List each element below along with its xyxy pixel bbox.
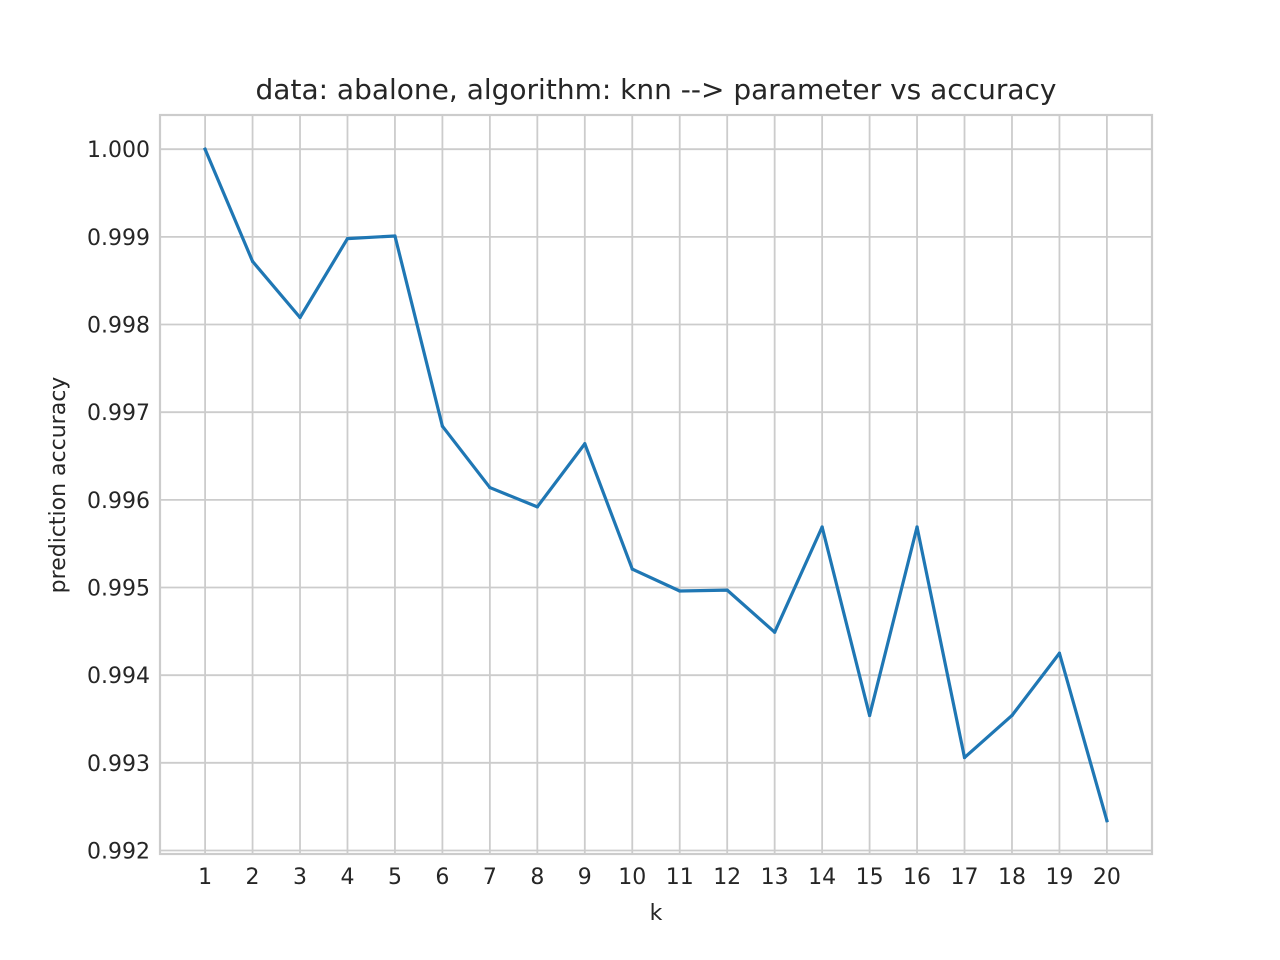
x-tick-label: 13	[761, 865, 789, 890]
y-tick-label: 0.993	[87, 752, 150, 777]
x-tick-label: 15	[856, 865, 884, 890]
data-point	[488, 485, 492, 490]
x-tick-label: 14	[808, 865, 836, 890]
data-point	[250, 259, 255, 263]
x-tick-label: 9	[578, 865, 592, 890]
data-point	[583, 442, 587, 446]
y-tick-labels: 0.992 0.993 0.994 0.995 0.996 0.997 0.998 0.999…	[87, 138, 150, 864]
data-point	[867, 713, 872, 718]
x-tick-label: 10	[618, 865, 646, 890]
x-tick-label: 8	[530, 865, 544, 890]
plot-frame	[158, 113, 1154, 856]
chart-title: data: abalone, algorithm: knn --> parame…	[256, 73, 1057, 106]
x-tick-label: 4	[340, 865, 354, 890]
x-tick-label: 2	[246, 865, 260, 890]
data-point	[1010, 713, 1014, 718]
y-tick-label: 0.992	[87, 839, 150, 864]
x-tick-label: 12	[713, 865, 741, 890]
data-point	[535, 505, 539, 509]
data-point	[915, 525, 919, 529]
x-tick-label: 6	[435, 865, 449, 890]
data-point	[773, 630, 777, 634]
data-point	[203, 147, 207, 151]
data-point	[678, 589, 682, 593]
y-tick-label: 0.998	[87, 314, 150, 339]
x-tick-label: 5	[388, 865, 402, 890]
y-tick-label: 0.994	[87, 664, 150, 689]
y-tick-label: 1.000	[87, 138, 150, 163]
x-tick-label: 7	[483, 865, 497, 890]
x-tick-label: 17	[951, 865, 979, 890]
data-point	[962, 755, 967, 760]
x-tick-label: 11	[666, 865, 694, 890]
x-axis-label: k	[650, 901, 663, 926]
y-tick-label: 0.999	[87, 226, 150, 251]
data-point	[440, 424, 445, 428]
data-point	[298, 315, 302, 320]
x-tick-label: 16	[903, 865, 931, 890]
y-tick-label: 0.995	[87, 577, 150, 602]
x-tick-label: 20	[1093, 865, 1121, 890]
grid	[160, 115, 1152, 854]
x-tick-label: 19	[1045, 865, 1073, 890]
y-axis-label: prediction accuracy	[46, 377, 71, 594]
x-tick-label: 3	[293, 865, 307, 890]
series-layer	[202, 147, 1109, 823]
data-point	[345, 237, 350, 241]
y-tick-label: 0.996	[87, 489, 150, 514]
data-point	[1105, 819, 1109, 823]
data-point	[1057, 651, 1062, 655]
data-point	[725, 588, 729, 592]
y-tick-label: 0.997	[87, 401, 150, 426]
x-tick-label: 1	[198, 865, 212, 890]
x-tick-label: 18	[998, 865, 1026, 890]
series-line	[202, 147, 1109, 823]
data-point	[393, 234, 397, 238]
x-tick-labels: 1 2 3 4 5 6 7 8 9 10 11 12 13 14 15 16 17 18 19 20	[198, 865, 1121, 890]
data-point	[630, 567, 634, 571]
data-point	[820, 525, 824, 529]
